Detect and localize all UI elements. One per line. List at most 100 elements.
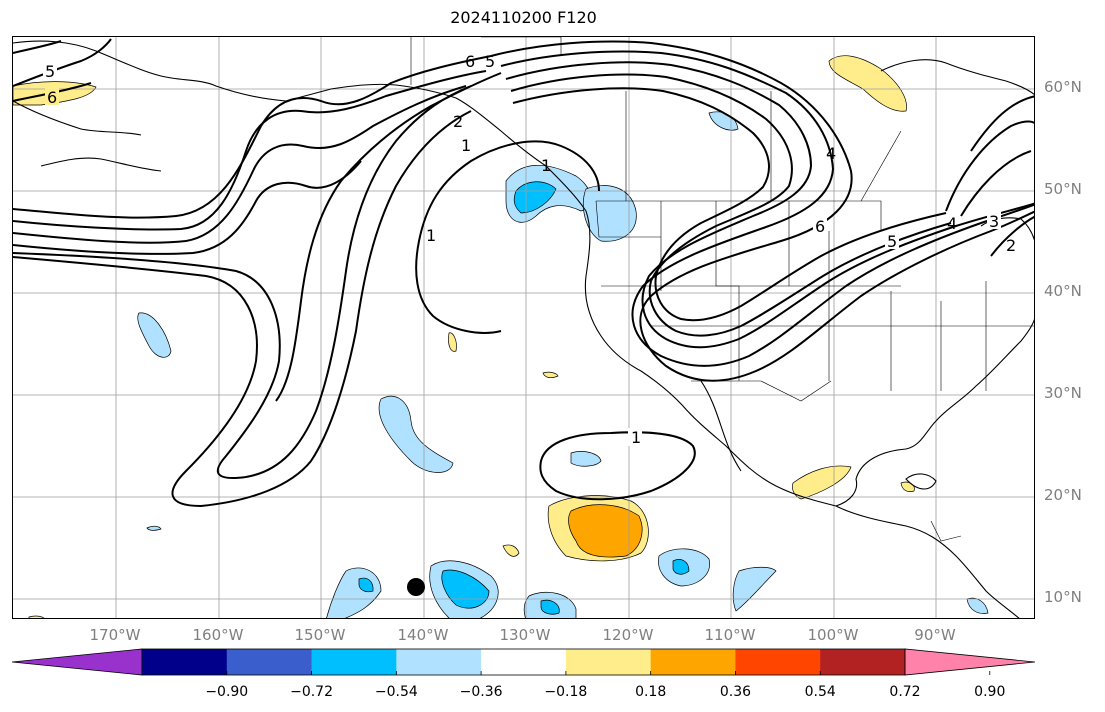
contour-line [13,40,62,54]
colorbar-segment [565,649,652,675]
map-title: 2024110200 F120 [450,8,597,27]
contour-label: 1 [426,226,436,245]
colorbar-tick-label: −0.54 [374,684,418,700]
anomaly-region [708,111,739,131]
anomaly-region [732,566,777,612]
colorbar-outline [141,648,906,676]
contour-label: 6 [815,217,825,236]
anomaly-region [570,451,602,467]
lon-label-170w: 170°W [89,626,141,644]
anomaly-region [326,567,382,618]
anomaly-region [358,577,374,593]
contour-label: 1 [461,136,471,155]
contour-label: 5 [485,52,495,71]
contour-line [13,70,487,231]
colorbar-segment [396,649,482,675]
colorbar-tick-label: 0.18 [635,684,667,700]
colorbar-segment [481,649,567,675]
map-panel[interactable]: 5 6 6 5 2 1 1 1 1 6 5 4 3 4 2 [12,36,1035,619]
lon-label-110w: 110°W [704,626,756,644]
colorbar-segment [735,649,821,675]
anomaly-region [137,312,172,358]
colorbar-tick-label: −0.36 [459,684,503,700]
lat-label-50n: 50°N [1044,180,1082,198]
contour-label: 2 [453,112,463,131]
contour-line [970,95,1034,152]
contour-line [512,87,947,322]
anomaly-region [542,371,559,379]
contour-labels: 5 6 6 5 2 1 1 1 1 6 5 4 3 4 2 [43,52,1016,447]
contour-label: 6 [465,52,475,71]
contour-label: 5 [45,62,55,81]
colorbar-segment [650,649,736,675]
lon-label-150w: 150°W [294,626,346,644]
contour-label: 4 [826,144,836,163]
lon-label-120w: 120°W [602,626,654,644]
colorbar-tick-label: 0.72 [889,684,921,700]
colorbar-segment [142,649,228,675]
anomaly-region [900,481,915,492]
colorbar-segment [311,649,397,675]
contour-line [13,85,472,479]
anomaly-region [672,559,690,575]
contour-label: 3 [989,212,999,231]
anomaly-region [146,525,162,531]
colorbar [12,648,1035,676]
lat-label-10n: 10°N [1044,588,1082,606]
contour-lines [13,38,1034,508]
colorbar-extend-max [904,648,1035,676]
map-svg: 5 6 6 5 2 1 1 1 1 6 5 4 3 4 2 [13,37,1034,618]
contour-label: 6 [47,88,57,107]
lat-label-20n: 20°N [1044,486,1082,504]
lon-label-140w: 140°W [397,626,449,644]
lon-label-100w: 100°W [807,626,859,644]
contour-line [275,72,502,402]
contour-line [13,38,112,87]
anomaly-region [828,55,907,112]
negative-anomaly-shading [137,111,989,618]
lat-lon-grid [13,37,1034,618]
contour-label: 4 [947,214,957,233]
contour-label: 2 [1006,236,1016,255]
contour-line [539,431,696,501]
positive-anomaly-shading [13,55,915,618]
lon-label-90w: 90°W [914,626,956,644]
colorbar-tick-label: 0.36 [719,684,752,700]
contour-line [990,215,1034,257]
contour-label: 1 [541,156,551,175]
lon-label-130w: 130°W [499,626,551,644]
contour-label: 1 [631,428,641,447]
political-borders [410,37,1034,542]
contour-line [510,73,952,337]
colorbar-tick-label: −0.90 [205,684,249,700]
black-circle-marker-icon [407,578,425,596]
anomaly-region [513,181,557,214]
lat-label-40n: 40°N [1044,282,1082,300]
anomaly-region [582,185,637,242]
anomaly-region [502,544,520,557]
lon-label-160w: 160°W [192,626,244,644]
contour-line [945,120,1034,212]
anomaly-region [28,615,45,618]
contour-line [13,160,362,255]
contour-line [415,140,600,334]
colorbar-tick-label: 0.90 [974,684,1006,700]
coastlines [13,40,1034,618]
contour-line [13,85,467,244]
colorbar-segment [226,649,313,675]
anomaly-region [378,395,454,473]
lat-label-60n: 60°N [1044,78,1082,96]
contour-line [13,55,492,219]
contour-line [500,50,1034,367]
lat-label-30n: 30°N [1044,384,1082,402]
colorbar-extend-min [12,648,143,676]
colorbar-segment [820,649,906,675]
anomaly-region [966,597,989,614]
contour-line [490,40,1034,382]
contour-line [13,110,472,508]
contour-label: 5 [887,232,897,251]
anomaly-region [448,332,457,352]
colorbar-tick-label: −0.18 [544,684,588,700]
colorbar-tick-label: 0.54 [804,684,836,700]
colorbar-tick-label: −0.72 [290,684,333,700]
